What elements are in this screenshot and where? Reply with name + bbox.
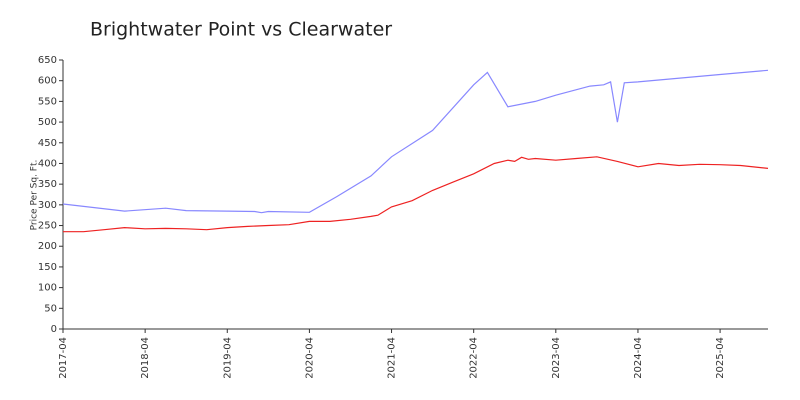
y-tick-label: 50 — [44, 303, 57, 314]
y-tick-label: 150 — [38, 262, 57, 273]
x-tick-label: 2021-04 — [387, 337, 398, 379]
y-tick-label: 500 — [38, 117, 57, 128]
x-tick-label: 2025-04 — [715, 337, 726, 379]
y-tick-label: 550 — [38, 96, 57, 107]
y-tick-label: 100 — [38, 283, 57, 294]
y-axis-label: Price Per Sq. Ft. — [30, 160, 40, 231]
y-tick-label: 350 — [38, 179, 57, 190]
x-tick-label: 2024-04 — [633, 337, 644, 379]
y-tick-label: 600 — [38, 76, 57, 87]
y-tick-label: 250 — [38, 221, 57, 232]
x-tick-label: 2023-04 — [551, 337, 562, 379]
y-tick-label: 400 — [38, 158, 57, 169]
y-tick-label: 300 — [38, 200, 57, 211]
y-tick-label: 0 — [51, 324, 57, 335]
x-tick-label: 2019-04 — [222, 337, 233, 379]
x-tick-label: 2022-04 — [469, 337, 480, 379]
x-tick-label: 2018-04 — [140, 337, 151, 379]
series-line — [63, 156, 769, 233]
y-tick-label: 650 — [38, 55, 57, 66]
x-tick-label: 2020-04 — [304, 337, 315, 379]
y-tick-label: 200 — [38, 241, 57, 252]
y-tick-label: 450 — [38, 138, 57, 149]
series-line — [62, 69, 769, 214]
chart-title: Brightwater Point vs Clearwater — [90, 19, 392, 41]
x-tick-label: 2017-04 — [58, 337, 69, 379]
